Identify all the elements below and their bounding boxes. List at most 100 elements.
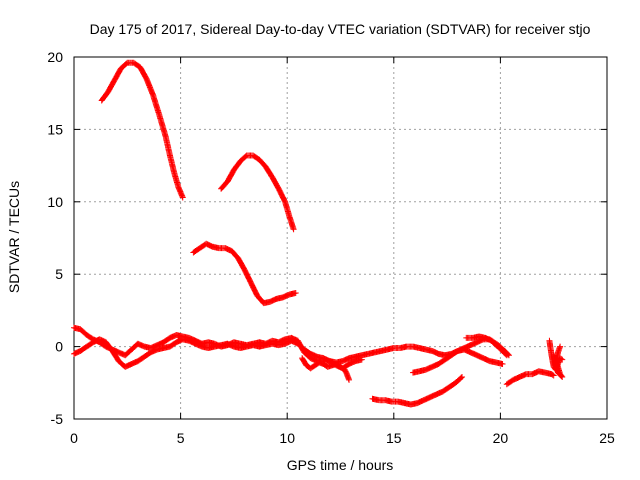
data-point-cluster (167, 153, 177, 175)
data-point-cluster (342, 367, 350, 376)
series-arc-1 (98, 59, 186, 201)
data-point-cluster (123, 347, 134, 358)
data-point-cluster (334, 361, 343, 370)
data-point-cluster (168, 340, 179, 349)
data-point-cluster (428, 391, 439, 400)
data-point-cluster (238, 153, 249, 164)
data-point-cluster (187, 338, 198, 347)
data-point (290, 226, 297, 233)
data-point (346, 376, 353, 383)
data-point-cluster (483, 335, 494, 344)
data-point-cluster (78, 327, 89, 338)
data-point-cluster (338, 364, 347, 372)
data-point-cluster (489, 338, 501, 348)
data-point-cluster (171, 171, 182, 190)
data-point-cluster (163, 134, 173, 158)
data-point-cluster (325, 362, 334, 370)
data-point-cluster (423, 364, 435, 373)
data-point-cluster (112, 66, 124, 83)
series-arc-3 (190, 240, 299, 307)
data-point (292, 290, 299, 297)
data-point-cluster (129, 358, 140, 367)
data-point-cluster (443, 353, 454, 362)
y-tick-label: 0 (55, 339, 63, 355)
data-point-cluster (263, 165, 275, 180)
data-point-cluster (136, 354, 147, 364)
data-point-cluster (218, 179, 230, 191)
plot-frame (73, 56, 608, 420)
data-point-cluster (440, 384, 452, 394)
data-point-cluster (308, 363, 317, 371)
y-tick-label: 15 (47, 121, 63, 137)
x-tick-label: 0 (70, 430, 78, 446)
data-point-cluster (137, 65, 149, 81)
data-point-cluster (504, 377, 516, 387)
data-point (179, 194, 186, 201)
data-point-cluster (447, 380, 458, 390)
data-point-cluster (110, 349, 122, 364)
data-point-cluster (299, 356, 309, 368)
series-arc-7 (369, 374, 466, 408)
data-point-cluster (103, 340, 115, 353)
data-point-cluster (231, 159, 243, 172)
x-tick-label: 10 (279, 430, 295, 446)
data-point-cluster (84, 340, 96, 349)
data-point (550, 372, 557, 379)
data-point-cluster (289, 338, 300, 347)
y-tick-label: 20 (47, 49, 63, 65)
data-point-cluster (302, 347, 313, 357)
data-point (459, 374, 466, 381)
data-point-cluster (105, 78, 117, 94)
data-point-cluster (555, 370, 565, 380)
data-point (557, 343, 564, 350)
series-arc-5 (71, 336, 365, 372)
data-point-cluster (78, 344, 89, 354)
data-point-cluster (449, 348, 460, 358)
data-point-cluster (257, 157, 269, 170)
data-point-cluster (421, 394, 432, 403)
data-point-cluster (282, 200, 292, 219)
data-point (559, 356, 566, 363)
data-point-cluster (317, 359, 326, 367)
chart-title: Day 175 of 2017, Sidereal Day-to-day VTE… (90, 21, 591, 37)
data-point-cluster (313, 360, 322, 368)
data-point (505, 352, 512, 359)
series-arc-10 (503, 368, 557, 388)
data-point-cluster (235, 256, 247, 272)
axis-ticks: 0 5 10 15 20 25 -5 0 5 10 15 20 (47, 49, 615, 446)
data-point-cluster (161, 335, 172, 345)
x-tick-label: 15 (386, 430, 402, 446)
data-point-cluster (347, 358, 358, 367)
data-point-cluster (549, 371, 556, 378)
data-point (358, 356, 365, 363)
data-point-cluster (436, 357, 447, 367)
data-point-cluster (453, 374, 465, 385)
x-tick-label: 5 (177, 430, 185, 446)
data-point-cluster (269, 175, 282, 191)
data-point-cluster (150, 92, 162, 117)
data-point-cluster (430, 361, 441, 370)
data-point-cluster (502, 348, 512, 358)
data-point-cluster (223, 245, 234, 254)
data-point-cluster (143, 76, 156, 97)
y-tick-label: -5 (51, 411, 64, 427)
data-point-cluster (251, 153, 262, 163)
data-point-cluster (84, 332, 96, 342)
data-point-cluster (434, 389, 445, 397)
x-tick-label: 25 (599, 430, 615, 446)
data-point-cluster (415, 397, 426, 406)
data-point-cluster (242, 267, 254, 285)
data-point-cluster (229, 248, 241, 261)
data-point-cluster (276, 186, 288, 204)
data-point-cluster (304, 363, 313, 371)
data-point-cluster (281, 292, 292, 300)
series-arc-12 (550, 343, 566, 381)
data-point (499, 360, 506, 367)
y-axis-label: SDTVAR / TECUs (6, 181, 22, 293)
data-point-cluster (142, 350, 153, 359)
data-point-cluster (330, 361, 339, 369)
data-point-cluster (295, 341, 307, 352)
x-tick-label: 20 (493, 430, 509, 446)
data-point-cluster (286, 214, 297, 232)
